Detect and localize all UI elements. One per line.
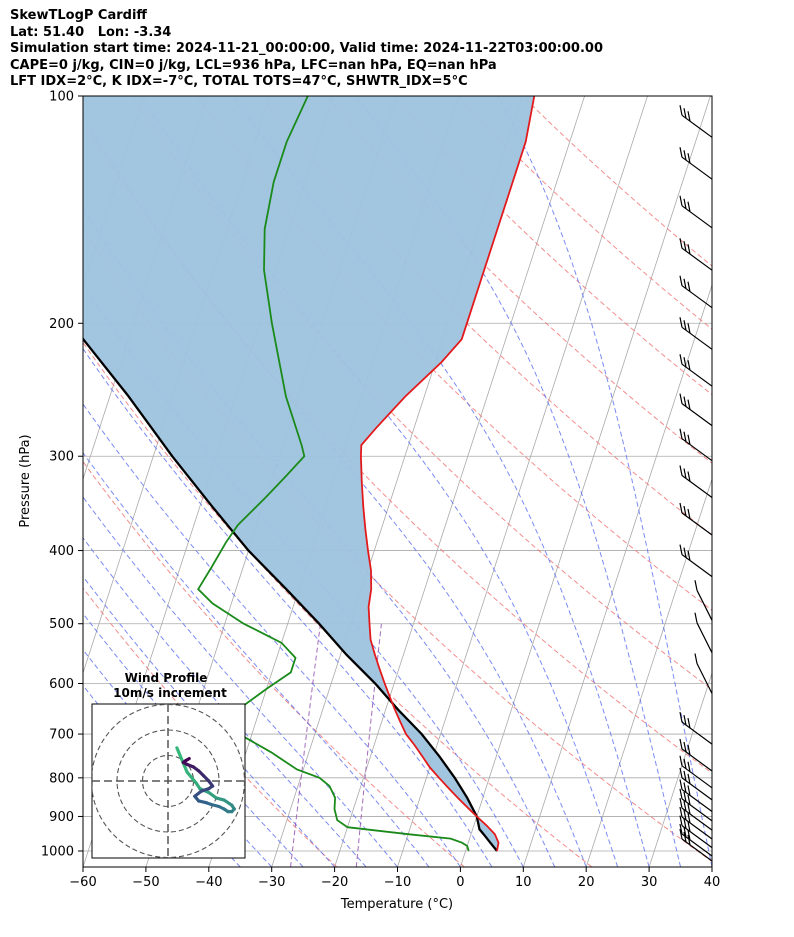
wind-barb bbox=[679, 195, 713, 229]
isotherm-line bbox=[460, 96, 711, 867]
x-tick-label: −50 bbox=[132, 875, 159, 890]
x-tick-label: 20 bbox=[578, 875, 595, 890]
wind-barb bbox=[679, 779, 713, 812]
wind-barb bbox=[679, 767, 713, 801]
wind-barb bbox=[679, 797, 713, 831]
moist-adiabat bbox=[83, 403, 461, 867]
wind-barb bbox=[679, 465, 713, 498]
x-tick-label: −10 bbox=[384, 875, 411, 890]
x-axis: −60 −50 −40 −30 −20 −10 0 10 20 30 40 bbox=[69, 867, 720, 890]
hodograph-segment bbox=[175, 746, 189, 774]
moist-adiabat bbox=[83, 207, 556, 867]
mixing-ratio-line bbox=[355, 623, 382, 867]
wind-barb bbox=[679, 788, 713, 822]
dewpoint-line bbox=[197, 96, 470, 852]
y-tick-label: 400 bbox=[49, 544, 74, 559]
y-axis: 100 200 300 400 500 600 700 800 900 1000 bbox=[41, 90, 83, 860]
parcel-profile-line bbox=[83, 337, 498, 852]
y-tick-label: 200 bbox=[49, 317, 74, 332]
x-tick-label: 40 bbox=[704, 875, 721, 890]
hodograph-plot bbox=[92, 704, 245, 858]
isotherm-line bbox=[585, 477, 712, 867]
isotherm-line bbox=[0, 96, 19, 867]
wind-barb bbox=[679, 275, 713, 309]
moist-adiabat bbox=[83, 537, 367, 867]
x-tick-label: −20 bbox=[321, 875, 348, 890]
x-tick-label: 10 bbox=[515, 875, 532, 890]
dry-adiabat bbox=[261, 96, 712, 536]
hodograph-subtitle: 10m/s increment bbox=[113, 686, 227, 700]
location-text: Lat: 51.40 Lon: -3.34 bbox=[10, 24, 172, 40]
wind-barb bbox=[679, 238, 713, 271]
moist-adiabat bbox=[355, 96, 681, 867]
x-tick-label: −30 bbox=[258, 875, 285, 890]
hodograph-ring bbox=[92, 704, 245, 858]
dry-adiabat bbox=[326, 96, 712, 464]
data-layer bbox=[83, 96, 536, 852]
wind-barb bbox=[679, 544, 713, 578]
y-tick-label: 900 bbox=[49, 810, 74, 825]
x-tick-label: −40 bbox=[195, 875, 222, 890]
hodograph-segment bbox=[184, 756, 191, 763]
isotherm-line bbox=[0, 96, 81, 867]
wind-barb bbox=[679, 711, 713, 745]
wind-barb bbox=[679, 317, 713, 350]
isotherm-line bbox=[711, 865, 712, 867]
y-tick-label: 700 bbox=[49, 728, 74, 743]
parcel-area-fill bbox=[83, 96, 535, 851]
moist-adiabat bbox=[83, 451, 430, 867]
dry-adiabat bbox=[83, 587, 338, 867]
wind-barb bbox=[679, 755, 713, 789]
y-tick-label: 1000 bbox=[41, 845, 74, 860]
wind-barb bbox=[679, 105, 713, 138]
x-tick-label: 0 bbox=[456, 875, 464, 890]
y-tick-label: 500 bbox=[49, 617, 74, 632]
chart-title: SkewTLogP Cardiff bbox=[10, 8, 147, 23]
moist-adiabat bbox=[497, 96, 712, 867]
cape-text: CAPE=0 j/kg, CIN=0 j/kg, LCL=936 hPa, LF… bbox=[10, 57, 497, 73]
y-tick-label: 300 bbox=[49, 450, 74, 465]
x-tick-label: 30 bbox=[641, 875, 658, 890]
wind-barb bbox=[679, 147, 713, 180]
isotherm-line bbox=[397, 96, 648, 867]
wind-barb bbox=[679, 738, 713, 772]
hodograph-inset: Wind Profile 10m/s increment bbox=[91, 671, 246, 859]
dry-adiabat bbox=[522, 96, 712, 267]
mixing-ratio-line bbox=[290, 623, 321, 867]
time-text: Simulation start time: 2024-11-21_00:00:… bbox=[10, 41, 603, 56]
isotherm-line bbox=[648, 671, 712, 867]
wind-barb bbox=[679, 815, 713, 849]
wind-barb bbox=[679, 828, 713, 862]
hodograph-segment bbox=[185, 770, 198, 785]
wind-barb bbox=[694, 653, 713, 694]
y-tick-label: 800 bbox=[49, 771, 74, 786]
y-axis-label: Pressure (hPa) bbox=[18, 434, 33, 527]
wind-barb bbox=[694, 612, 713, 654]
hodograph-title: Wind Profile bbox=[125, 671, 208, 685]
wind-barbs bbox=[679, 105, 713, 862]
x-tick-label: −60 bbox=[69, 875, 96, 890]
isotherm-line bbox=[334, 96, 585, 867]
y-tick-label: 100 bbox=[49, 90, 74, 105]
wind-barb bbox=[679, 806, 713, 840]
temperature-line bbox=[359, 96, 536, 852]
wind-barb bbox=[679, 393, 713, 427]
chart-header: SkewTLogP Cardiff Lat: 51.40 Lon: -3.34 … bbox=[10, 8, 603, 91]
moist-adiabat bbox=[83, 612, 304, 867]
wind-barb bbox=[694, 580, 713, 621]
wind-barb bbox=[679, 502, 713, 536]
isotherm-line bbox=[522, 283, 712, 867]
y-tick-label: 600 bbox=[49, 677, 74, 692]
dry-adiabat bbox=[457, 96, 712, 330]
wind-barb bbox=[679, 354, 713, 387]
dry-adiabat bbox=[83, 460, 465, 867]
wind-barb bbox=[679, 428, 713, 462]
index-text: LFT IDX=2°C, K IDX=-7°C, TOTAL TOTS=47°C… bbox=[10, 74, 468, 89]
wind-barb bbox=[679, 823, 713, 857]
moist-adiabat bbox=[83, 575, 335, 867]
x-axis-label: Temperature (°C) bbox=[340, 897, 453, 912]
